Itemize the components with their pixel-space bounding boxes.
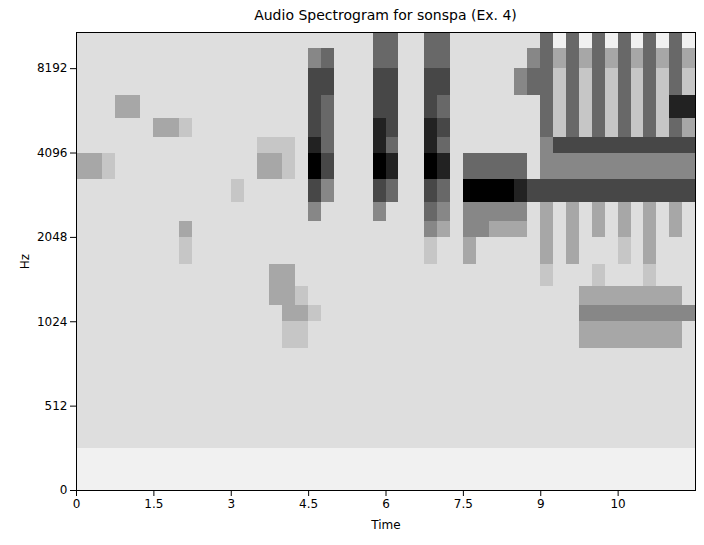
svg-text:Hz: Hz (18, 254, 32, 269)
svg-text:2048: 2048 (37, 230, 68, 244)
svg-text:512: 512 (45, 399, 68, 413)
svg-text:4096: 4096 (37, 146, 68, 160)
svg-text:Time: Time (370, 518, 400, 532)
svg-text:1.5: 1.5 (144, 497, 163, 511)
svg-text:6: 6 (382, 497, 390, 511)
svg-text:10: 10 (610, 497, 625, 511)
svg-text:4.5: 4.5 (299, 497, 318, 511)
svg-text:0: 0 (60, 483, 68, 497)
svg-text:3: 3 (227, 497, 235, 511)
html-text:Audio Spectrogram for sonspa (: Audio Spectrogram for sonspa (Ex. 4) (254, 7, 517, 23)
svg-text:9: 9 (537, 497, 545, 511)
svg-text:0: 0 (73, 497, 81, 511)
svg-text:7.5: 7.5 (454, 497, 473, 511)
svg-text:8192: 8192 (37, 61, 68, 75)
svg-text:1024: 1024 (37, 315, 68, 329)
